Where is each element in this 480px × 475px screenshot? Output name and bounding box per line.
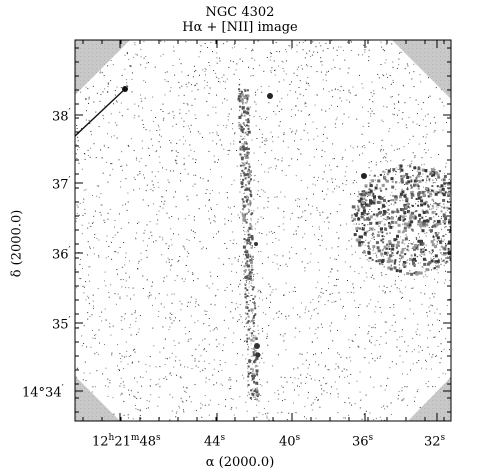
background-speckle [75, 40, 451, 421]
galaxy-disk-emission [237, 88, 261, 401]
satellite-trail [75, 88, 126, 137]
title-line-1: NGC 4302 [205, 5, 275, 20]
y-tick-label-37: 37′ [52, 176, 71, 193]
title-line-2: Hα + [NII] image [182, 20, 298, 35]
star-3 [361, 173, 367, 179]
bright-star [122, 86, 128, 92]
x-tick-label-48s: 12h21m48s [92, 433, 161, 450]
masked-corner-bottom-left [75, 376, 120, 421]
masked-corner-top-left [75, 40, 130, 95]
x-axis-title: α (2000.0) [205, 455, 275, 470]
star-2 [267, 93, 273, 99]
y-tick-label-38: 38′ [52, 108, 71, 125]
x-tick-label-44s: 44s [204, 433, 226, 450]
masked-corner-top-right [392, 40, 451, 99]
axis-ticks [75, 40, 451, 421]
y-tick-label-34: 14°34′ [22, 384, 64, 401]
masked-corner-bottom-right [408, 377, 451, 421]
companion-galaxy-emission [351, 163, 451, 276]
y-tick-label-35: 35′ [52, 316, 71, 333]
y-axis-title: δ (2000.0) [9, 209, 25, 278]
x-tick-label-36s: 36s [352, 433, 374, 450]
x-tick-label-40s: 40s [279, 433, 301, 450]
x-tick-label-32s: 32s [424, 433, 446, 450]
y-tick-label-36: 36′ [52, 246, 71, 263]
